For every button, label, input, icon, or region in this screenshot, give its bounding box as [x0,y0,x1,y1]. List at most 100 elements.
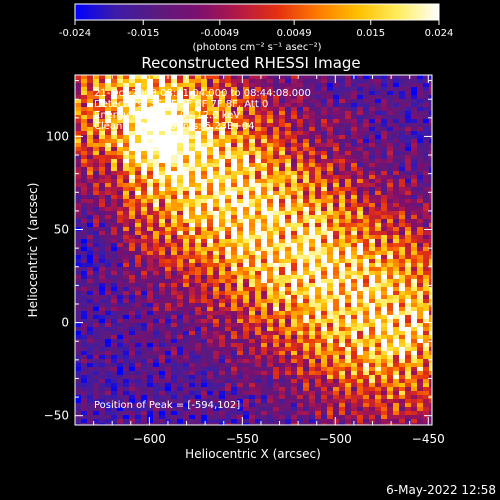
heatmap-cell [261,167,268,172]
heatmap-cell [81,231,88,236]
heatmap-cell [393,159,400,164]
heatmap-cell [255,187,262,192]
heatmap-cell [237,295,244,300]
heatmap-cell [207,247,214,252]
heatmap-cell [141,223,148,228]
heatmap-cell [219,187,226,192]
heatmap-cell [291,287,298,292]
heatmap-cell [309,151,316,156]
heatmap-cell [159,203,166,208]
heatmap-cell [153,135,160,140]
heatmap-cell [105,383,112,388]
heatmap-cell [81,99,88,104]
heatmap-cell [123,171,130,176]
heatmap-cell [273,75,280,80]
heatmap-cell [327,131,334,136]
heatmap-cell [75,367,82,372]
heatmap-cell [387,87,394,92]
heatmap-cell [81,107,88,112]
heatmap-cell [117,275,124,280]
heatmap-cell [345,187,352,192]
heatmap-cell [75,267,82,272]
heatmap-cell [297,367,304,372]
heatmap-cell [303,223,310,228]
heatmap-cell [357,175,364,180]
heatmap-cell [177,151,184,156]
heatmap-cell [207,179,214,184]
heatmap-cell [399,235,406,240]
heatmap-cell [189,111,196,116]
heatmap-cell [363,275,370,280]
heatmap-cell [309,275,316,280]
heatmap-cell [279,171,286,176]
heatmap-cell [381,371,388,376]
heatmap-cell [99,247,106,252]
heatmap-cell [147,299,154,304]
heatmap-cell [183,315,190,320]
heatmap-cell [207,351,214,356]
heatmap-cell [273,295,280,300]
heatmap-cell [417,267,424,272]
heatmap-cell [327,119,334,124]
heatmap-cell [273,383,280,388]
heatmap-cell [249,267,256,272]
heatmap-cell [111,219,118,224]
heatmap-cell [327,299,334,304]
heatmap-cell [315,395,322,400]
heatmap-cell [297,175,304,180]
heatmap-cell [363,387,370,392]
heatmap-cell [369,139,376,144]
heatmap-cell [171,399,178,404]
heatmap-cell [225,107,232,112]
heatmap-cell [147,131,154,136]
heatmap-cell [357,155,364,160]
heatmap-cell [135,331,142,336]
heatmap-cell [183,331,190,336]
heatmap-cell [135,267,142,272]
heatmap-cell [345,271,352,276]
heatmap-cell [219,99,226,104]
heatmap-cell [165,307,172,312]
heatmap-cell [345,231,352,236]
heatmap-cell [87,319,94,324]
heatmap-cell [105,167,112,172]
heatmap-cell [93,235,100,240]
heatmap-cell [153,399,160,404]
heatmap-cell [93,227,100,232]
heatmap-cell [195,211,202,216]
heatmap-cell [159,83,166,88]
heatmap-cell [129,171,136,176]
heatmap-cell [273,167,280,172]
heatmap-cell [87,339,94,344]
heatmap-cell [339,231,346,236]
heatmap-cell [195,155,202,160]
heatmap-cell [393,223,400,228]
heatmap-cell [267,387,274,392]
heatmap-cell [423,91,430,96]
heatmap-cell [285,343,292,348]
heatmap-cell [105,143,112,148]
heatmap-cell [225,267,232,272]
heatmap-cell [279,231,286,236]
heatmap-cell [213,115,220,120]
heatmap-cell [105,147,112,152]
heatmap-cell [273,283,280,288]
heatmap-cell [279,391,286,396]
heatmap-cell [303,163,310,168]
heatmap-cell [399,87,406,92]
heatmap-cell [105,287,112,292]
heatmap-cell [117,311,124,316]
heatmap-cell [423,147,430,152]
heatmap-cell [243,115,250,120]
heatmap-cell [309,239,316,244]
heatmap-cell [183,155,190,160]
heatmap-cell [129,123,136,128]
heatmap-cell [111,339,118,344]
heatmap-cell [249,151,256,156]
heatmap-cell [321,351,328,356]
heatmap-cell [411,199,418,204]
heatmap-cell [153,83,160,88]
heatmap-cell [87,247,94,252]
heatmap-cell [183,379,190,384]
heatmap-cell [363,143,370,148]
